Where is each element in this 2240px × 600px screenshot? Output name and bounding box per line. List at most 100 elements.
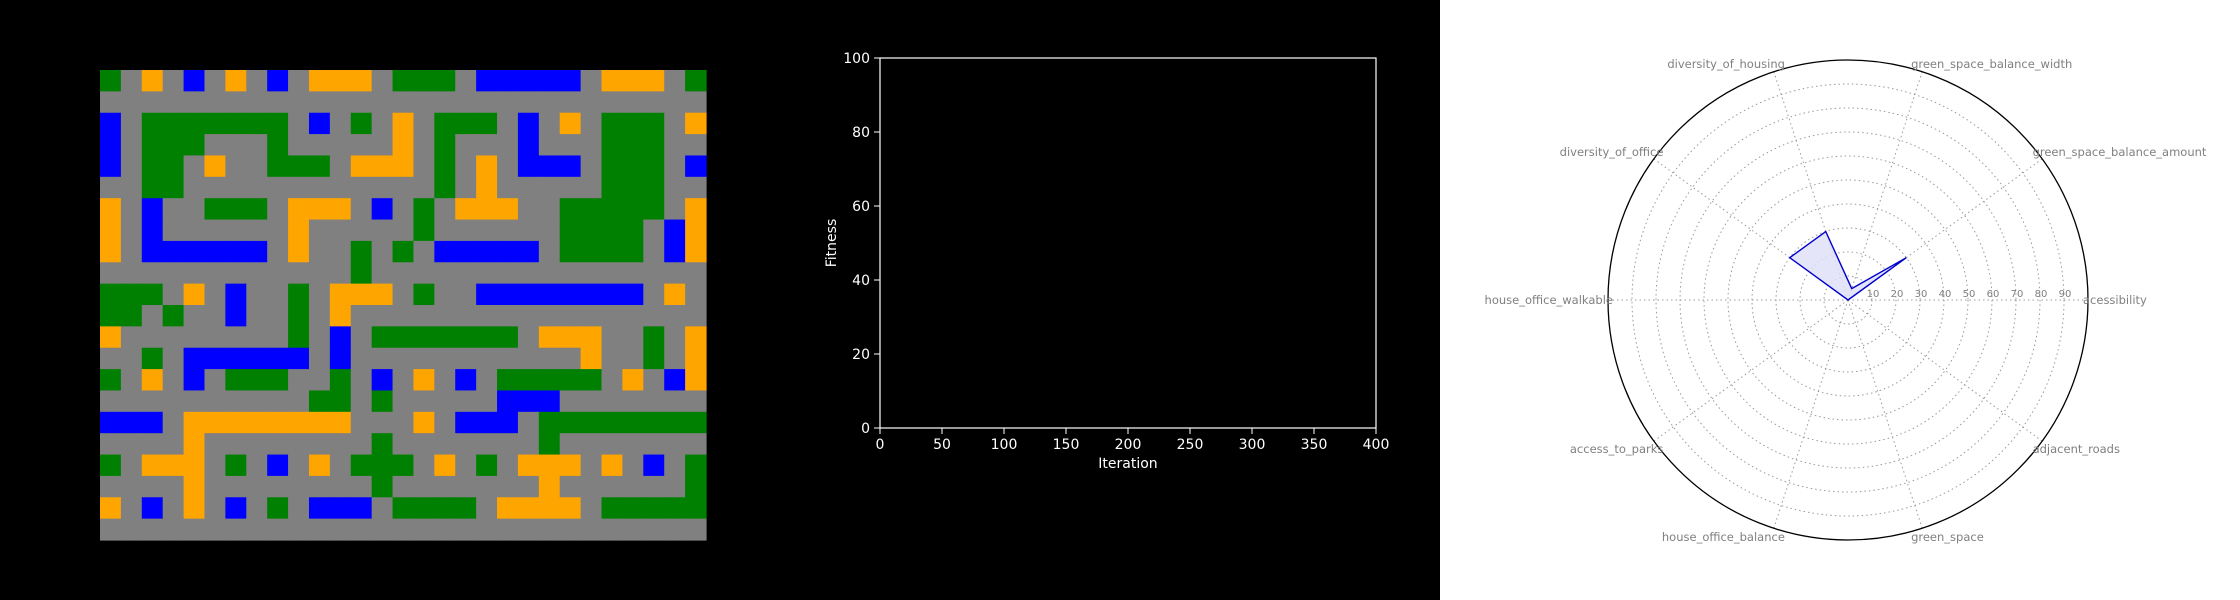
- grid-cell: [162, 240, 185, 263]
- grid-cell: [559, 283, 582, 306]
- grid-cell: [267, 70, 289, 92]
- grid-cell: [580, 240, 603, 263]
- grid-cell: [538, 433, 561, 456]
- grid-cell: [538, 240, 561, 263]
- grid-cell: [350, 91, 373, 114]
- grid-cell: [308, 518, 331, 541]
- grid-cell: [183, 176, 206, 199]
- grid-cell: [664, 262, 686, 285]
- grid-cell: [100, 454, 122, 477]
- grid-cell: [601, 176, 624, 199]
- grid-cell: [267, 369, 289, 392]
- grid-cell: [622, 155, 644, 178]
- grid-cell: [622, 283, 644, 306]
- radar-axis-label: house_office_balance: [1662, 530, 1785, 544]
- grid-cell: [685, 475, 707, 498]
- grid-cell: [601, 347, 624, 370]
- grid-cell: [288, 347, 310, 370]
- grid-cell: [371, 411, 394, 434]
- grid-cell: [685, 326, 707, 349]
- grid-cell: [100, 433, 122, 456]
- grid-cell: [141, 475, 164, 498]
- grid-cell: [141, 134, 164, 157]
- grid-cell: [350, 347, 373, 370]
- grid-cell: [392, 411, 415, 434]
- grid-cell: [685, 283, 707, 306]
- grid-cell: [100, 176, 122, 199]
- grid-map: [100, 70, 707, 541]
- grid-cell: [329, 155, 352, 178]
- grid-cell: [559, 198, 582, 221]
- grid-cell: [267, 305, 289, 327]
- grid-cell: [664, 176, 686, 199]
- grid-cell: [622, 347, 644, 370]
- grid-cell: [538, 134, 561, 157]
- grid-cell: [413, 326, 435, 349]
- grid-cell: [497, 70, 519, 92]
- grid-cell: [246, 112, 268, 135]
- grid-cell: [685, 70, 707, 92]
- grid-cell: [559, 219, 582, 242]
- grid-cell: [350, 305, 373, 327]
- grid-cell: [538, 411, 561, 434]
- grid-cell: [120, 454, 143, 477]
- grid-cell: [392, 369, 415, 392]
- grid-cell: [664, 219, 686, 242]
- grid-cell: [643, 155, 665, 178]
- grid-cell: [622, 390, 644, 413]
- grid-cell: [538, 475, 561, 498]
- grid-cell: [497, 411, 519, 434]
- grid-cell: [413, 475, 435, 498]
- grid-cell: [664, 347, 686, 370]
- grid-cell: [434, 262, 456, 285]
- grid-cell: [538, 454, 561, 477]
- grid-cell: [371, 390, 394, 413]
- grid-cell: [601, 326, 624, 349]
- grid-cell: [371, 497, 394, 520]
- grid-cell: [580, 198, 603, 221]
- grid-cell: [455, 91, 477, 114]
- grid-cell: [371, 219, 394, 242]
- grid-cell: [162, 411, 185, 434]
- x-axis-label: Iteration: [1098, 456, 1157, 472]
- grid-cell: [643, 411, 665, 434]
- grid-cell: [204, 155, 226, 178]
- grid-cell: [141, 91, 164, 114]
- grid-cell: [120, 112, 143, 135]
- grid-cell: [601, 91, 624, 114]
- grid-cell: [476, 70, 498, 92]
- grid-cell: [497, 347, 519, 370]
- grid-cell: [308, 411, 331, 434]
- radar-spoke: [1847, 71, 1923, 301]
- grid-cell: [538, 326, 561, 349]
- grid-cell: [517, 390, 540, 413]
- grid-cell: [141, 454, 164, 477]
- grid-cell: [267, 219, 289, 242]
- grid-cell: [225, 347, 247, 370]
- grid-cell: [225, 326, 247, 349]
- grid-cell: [225, 134, 247, 157]
- grid-cell: [497, 240, 519, 263]
- grid-cell: [246, 347, 268, 370]
- grid-cell: [225, 176, 247, 199]
- grid-cell: [350, 433, 373, 456]
- radar-tick-label: 60: [1987, 289, 2000, 300]
- grid-cell: [538, 305, 561, 327]
- grid-cell: [413, 347, 435, 370]
- grid-cell: [517, 91, 540, 114]
- grid-cell: [685, 411, 707, 434]
- grid-cell: [538, 518, 561, 541]
- grid-cell: [329, 240, 352, 263]
- grid-cell: [559, 70, 582, 92]
- grid-cell: [246, 326, 268, 349]
- grid-cell: [476, 518, 498, 541]
- grid-cell: [580, 91, 603, 114]
- grid-cell: [141, 433, 164, 456]
- grid-cell: [664, 240, 686, 263]
- grid-cell: [183, 91, 206, 114]
- grid-cell: [246, 518, 268, 541]
- grid-cell: [120, 176, 143, 199]
- grid-cell: [308, 326, 331, 349]
- grid-cell: [622, 240, 644, 263]
- grid-cell: [120, 283, 143, 306]
